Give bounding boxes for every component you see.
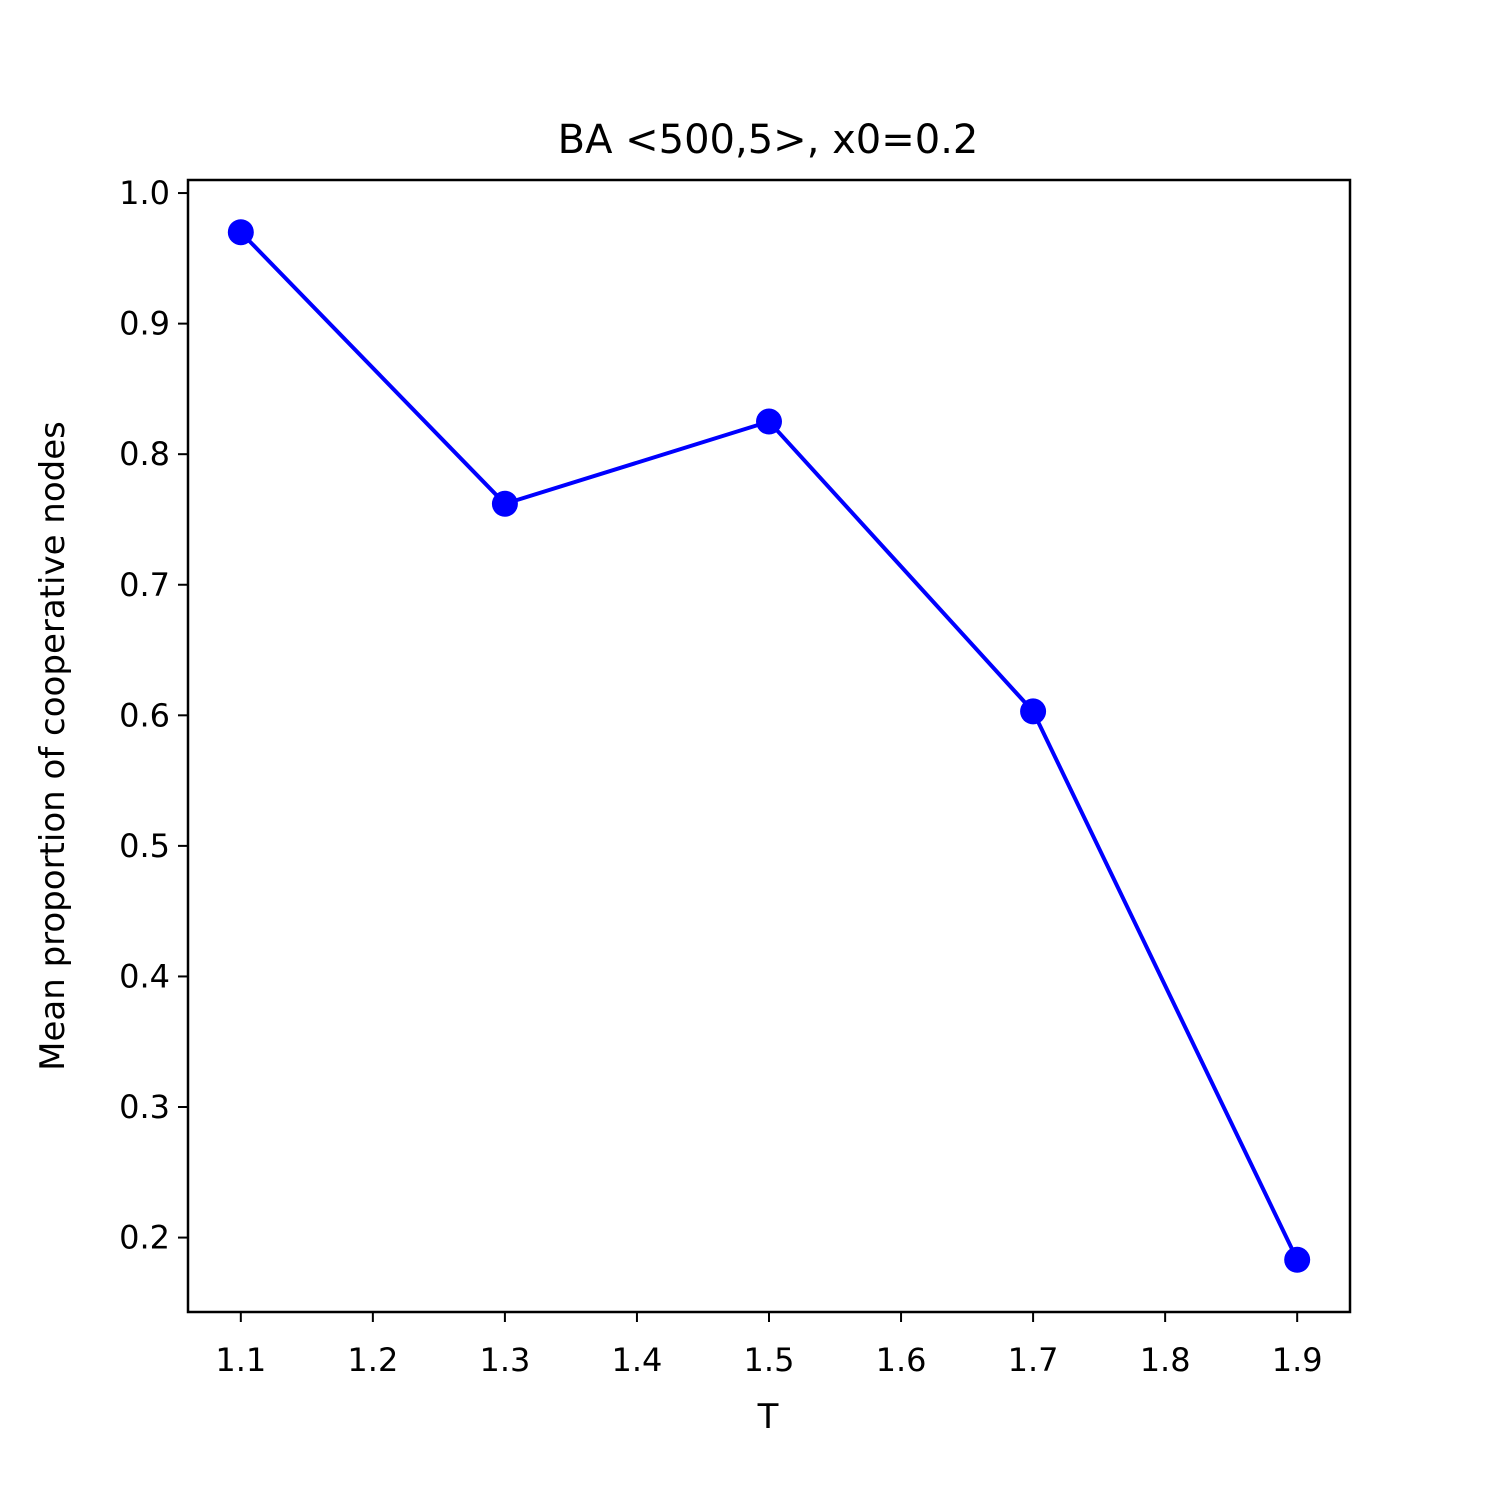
- data-point: [1020, 698, 1047, 725]
- x-tick-label: 1.8: [1140, 1341, 1191, 1379]
- x-tick-label: 1.9: [1272, 1341, 1323, 1379]
- plot-frame: [186, 178, 1352, 1314]
- x-tick-label: 1.2: [347, 1341, 398, 1379]
- y-tick-label: 0.4: [119, 957, 170, 995]
- y-tick-label: 0.9: [119, 305, 170, 343]
- x-tick-label: 1.1: [215, 1341, 266, 1379]
- x-tick-label: 1.3: [479, 1341, 530, 1379]
- plot-series: [227, 219, 1311, 1273]
- data-point: [491, 490, 518, 517]
- chart-title: BA <500,5>, x0=0.2: [558, 117, 979, 163]
- data-point: [1284, 1246, 1311, 1273]
- y-tick-label: 0.5: [119, 827, 170, 865]
- x-tick-label: 1.6: [876, 1341, 927, 1379]
- x-tick-label: 1.4: [612, 1341, 663, 1379]
- data-point: [756, 408, 782, 435]
- axis-ticks: 1.1 1.2 1.3 1.4 1.5 1.6 1.7 1.8 1.9 0.2 0.3 0.4 0.5 0…: [119, 174, 1323, 1379]
- y-tick-label: 0.2: [119, 1219, 170, 1257]
- y-tick-label: 0.6: [119, 696, 170, 734]
- x-tick-label: 1.7: [1008, 1341, 1059, 1379]
- x-axis-label: T: [757, 1397, 779, 1437]
- series-line: [239, 230, 1299, 1261]
- y-tick-label: 0.7: [119, 566, 170, 604]
- y-tick-label: 0.3: [119, 1088, 170, 1126]
- x-tick-label: 1.5: [744, 1341, 795, 1379]
- y-tick-label: 1.0: [119, 174, 170, 212]
- y-axis-label: Mean proportion of cooperative nodes: [33, 421, 73, 1071]
- data-point: [227, 219, 254, 246]
- y-tick-label: 0.8: [119, 435, 170, 473]
